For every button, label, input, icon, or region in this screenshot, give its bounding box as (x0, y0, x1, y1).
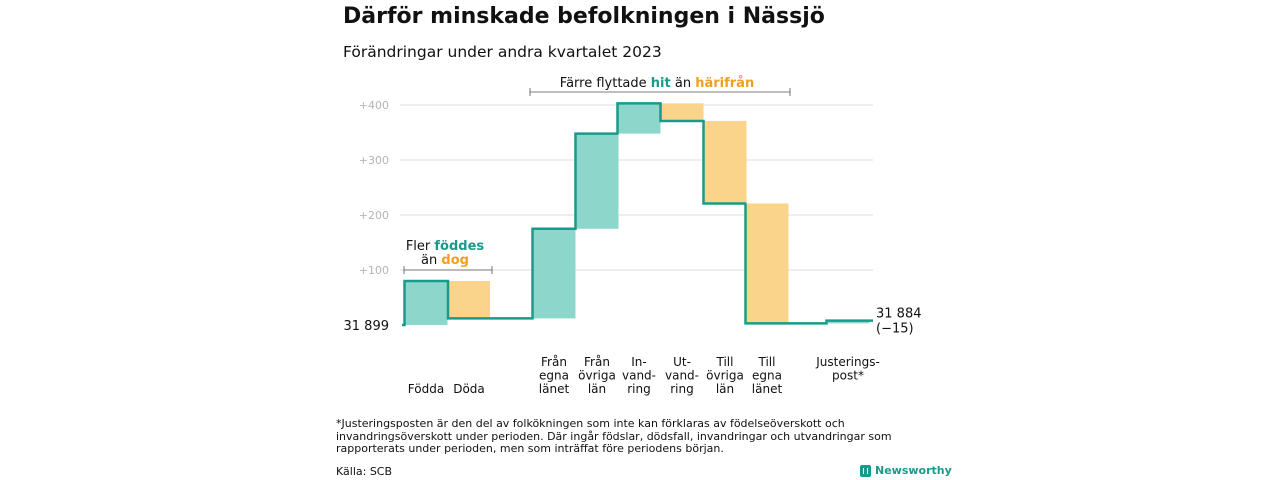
category-label: Till övriga län (706, 355, 744, 396)
waterfall-bar (532, 228, 576, 319)
category-label: Döda (453, 382, 485, 396)
y-tick-label: +200 (359, 209, 389, 222)
waterfall-bar (703, 120, 747, 204)
waterfall-bar (617, 103, 661, 134)
source-label: Källa: SCB (336, 465, 393, 478)
brand-logo: Newsworthy (860, 464, 952, 477)
footnote: *Justeringsposten är den del av folkökni… (336, 417, 892, 455)
waterfall-bar (404, 281, 448, 325)
annotation-migration: Färre flyttade hit än härifrån (529, 76, 791, 96)
waterfall-bar (826, 320, 870, 324)
start-value-label: 31 899 (344, 319, 390, 334)
chart-title: Därför minskade befolkningen i Nässjö (343, 4, 825, 29)
label-layer: Födda Döda Från egna länet Från övriga länIn-va… (344, 307, 922, 396)
y-tick-label: +400 (359, 99, 389, 112)
annotation-right-text: Färre flyttade hit än härifrån (560, 76, 754, 91)
category-label: Från egna länet (539, 355, 570, 396)
waterfall-bar (575, 133, 619, 229)
category-label: Justerings-post* (815, 355, 880, 383)
category-label: Till egna länet (752, 355, 783, 396)
step-line-layer (402, 102, 873, 327)
end-value-label: 31 884 (876, 307, 922, 322)
annotation-left-line1: Fler föddes (406, 239, 485, 254)
waterfall-bar (448, 281, 490, 319)
step-line (402, 102, 873, 327)
brand-name: Newsworthy (875, 464, 952, 477)
y-tick-label: +100 (359, 264, 389, 277)
bar-layer (404, 103, 870, 325)
category-label: Ut-vand-ring (665, 355, 699, 396)
waterfall-bar (745, 203, 789, 324)
category-label: In-vand-ring (622, 355, 656, 396)
category-label: Födda (408, 382, 444, 396)
annotation-births-deaths: Fler föddes än dog (403, 239, 493, 274)
y-tick-label: +300 (359, 154, 389, 167)
end-change-label: (−15) (876, 322, 914, 337)
annotation-left-line2: än dog (421, 253, 469, 268)
chart-subtitle: Förändringar under andra kvartalet 2023 (343, 43, 662, 61)
waterfall-bar (660, 103, 704, 121)
newsworthy-icon (860, 464, 871, 477)
category-label: Från övriga län (578, 355, 616, 396)
